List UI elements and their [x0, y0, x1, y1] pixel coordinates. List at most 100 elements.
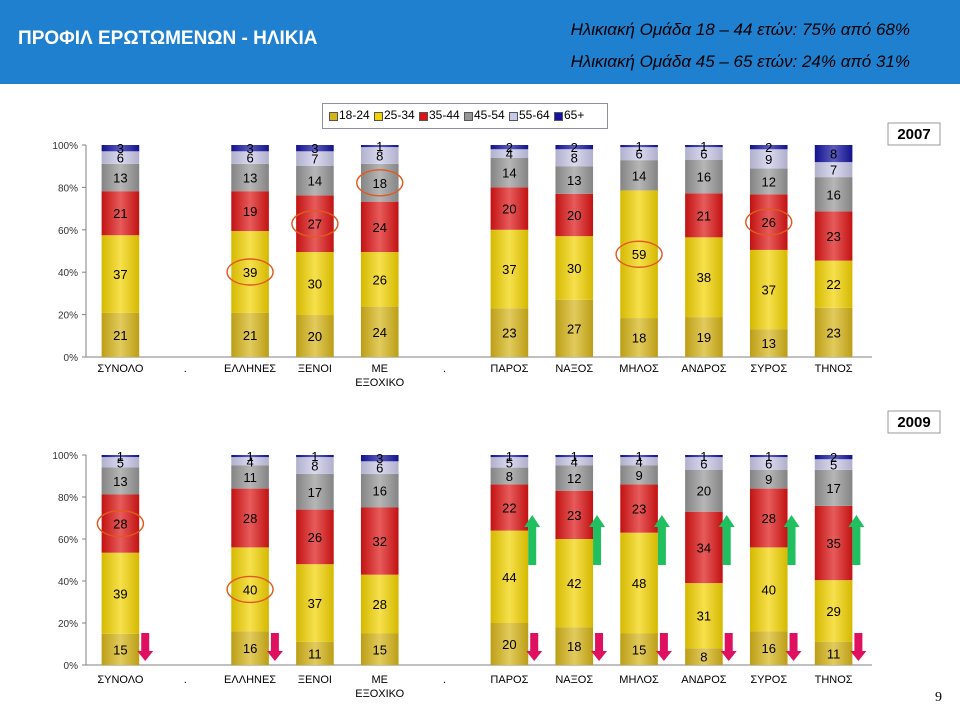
bar-segment [490, 145, 529, 150]
bar-segment [749, 457, 788, 470]
bar-segment [231, 191, 269, 232]
data-label: 27 [567, 321, 581, 336]
legend-label: 45-54 [474, 108, 505, 122]
bar-segment [814, 211, 853, 261]
bar-segment [296, 165, 334, 196]
bar-segment [101, 163, 140, 192]
data-label: 2 [506, 140, 513, 155]
data-label: 3 [311, 141, 318, 156]
data-label: 13 [113, 474, 127, 489]
subtitle-line-1: Ηλικιακή Ομάδα 18 – 44 ετών: 75% από 68% [570, 20, 910, 39]
year-box [887, 122, 941, 146]
arrow-down-icon [137, 651, 154, 661]
bar-segment [555, 627, 594, 665]
bar-segment [101, 151, 140, 164]
y-tick-label: 80% [58, 183, 78, 194]
data-label: 6 [765, 456, 772, 471]
legend-swatch [554, 112, 563, 121]
arrow-up-icon [657, 527, 666, 565]
data-label: 23 [826, 229, 840, 244]
data-label: 31 [697, 609, 711, 624]
data-label: 13 [243, 171, 257, 186]
bar-segment [685, 159, 723, 194]
data-label: 5 [117, 455, 124, 470]
arrow-up-icon [787, 527, 796, 565]
data-label: 32 [373, 534, 387, 549]
data-label: 16 [373, 484, 387, 499]
data-label: 48 [632, 576, 646, 591]
bar-segment [814, 177, 853, 212]
data-label: 28 [762, 511, 776, 526]
bar-segment [749, 249, 788, 330]
bar-segment [685, 145, 723, 148]
data-label: 9 [765, 472, 772, 487]
data-label: 13 [762, 336, 776, 351]
bar-segment [749, 631, 788, 665]
bar-segment [231, 231, 269, 313]
bar-segment [620, 484, 658, 533]
bar-segment [685, 317, 723, 357]
data-label: 40 [762, 582, 776, 597]
bar-segment [360, 306, 399, 357]
x-category-label: . [184, 363, 187, 375]
data-label: 44 [502, 570, 516, 585]
legend-swatch [374, 112, 383, 121]
chart-legend: 18-24 25-34 35-44 45-54 55-64 65+ [322, 103, 608, 129]
data-label: 8 [830, 147, 837, 162]
data-label: 35 [826, 536, 840, 551]
bar-segment [101, 494, 140, 553]
legend-label: 65+ [564, 108, 585, 122]
legend-swatch [329, 112, 338, 121]
bar-segment [360, 201, 399, 253]
data-label: 37 [502, 262, 516, 277]
bar-segment [555, 145, 594, 150]
bar-segment [620, 465, 658, 485]
data-label: 22 [502, 501, 516, 516]
bar-segment [620, 455, 658, 458]
bar-segment [231, 163, 269, 192]
data-label: 1 [700, 449, 707, 464]
legend-swatch [509, 112, 518, 121]
data-label: 17 [308, 485, 322, 500]
bar-segment [101, 455, 140, 458]
x-category-label-line: ΜΕ [372, 363, 389, 375]
arrow-up-icon [718, 515, 735, 527]
data-label: 23 [502, 326, 516, 341]
data-label: 19 [243, 204, 257, 219]
data-label: 4 [635, 454, 642, 469]
highlight-circle [96, 509, 145, 538]
arrow-down-icon [595, 633, 604, 651]
arrow-down-icon [270, 633, 279, 651]
x-category-label: ΞΕΝΟΙ [298, 363, 332, 375]
y-tick-label: 0% [64, 353, 79, 364]
data-label: 6 [246, 151, 253, 166]
arrow-down-icon [789, 633, 798, 651]
data-label: 39 [243, 265, 257, 280]
bar-segment [620, 532, 658, 634]
data-label: 6 [700, 456, 707, 471]
bar-segment [555, 193, 594, 237]
data-label: 8 [571, 151, 578, 166]
x-category-label: ΣΥΡΟΣ [750, 363, 787, 375]
data-label: 18 [632, 331, 646, 346]
data-label: 16 [697, 169, 711, 184]
y-tick-label: 20% [58, 311, 78, 322]
bar-segment [231, 465, 269, 489]
bar-segment [490, 308, 529, 357]
data-label: 22 [826, 277, 840, 292]
data-label: 5 [830, 458, 837, 473]
bar-segment [555, 465, 594, 491]
x-category-label: ΝΑΞΟΣ [555, 674, 593, 686]
data-label: 3 [376, 451, 383, 466]
bar-segment [555, 299, 594, 357]
data-label: 14 [502, 166, 516, 181]
data-label: 23 [826, 325, 840, 340]
bar-segment [101, 552, 140, 634]
arrow-down-icon [591, 651, 608, 661]
x-category-label: ΤΗΝΟΣ [815, 363, 853, 375]
bar-segment [490, 484, 529, 531]
data-label: 37 [113, 267, 127, 282]
data-label: 28 [113, 517, 127, 532]
y-tick-label: 100% [52, 141, 78, 152]
highlight-circle [356, 169, 404, 197]
